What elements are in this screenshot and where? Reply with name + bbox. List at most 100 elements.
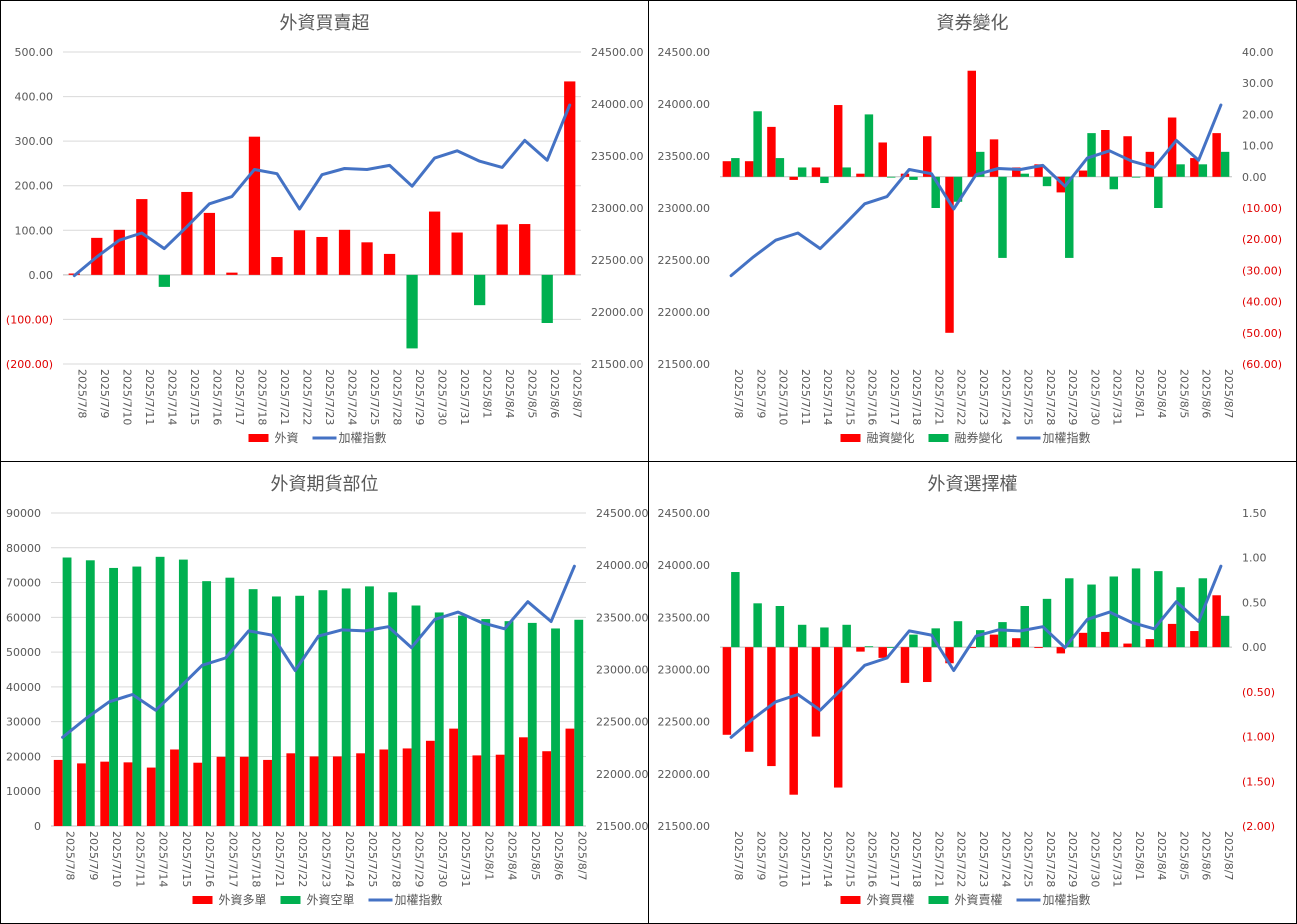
- y-right-tick-label: 21500.00: [596, 820, 648, 833]
- bar-外資賣權-2025/7/28: [1042, 598, 1052, 648]
- bar-融券變化-2025/7/14: [820, 176, 829, 184]
- chart-title: 外資買賣超: [280, 13, 370, 34]
- bar-融券變化-2025/8/4: [1154, 176, 1163, 208]
- x-tick-label: 2025/7/23: [977, 831, 990, 887]
- x-tick-label: 2025/8/5: [1177, 369, 1190, 418]
- y-left-tick-label: 24500.00: [658, 46, 711, 59]
- x-tick-label: 2025/7/30: [436, 369, 449, 425]
- bar-外資賣權-2025/8/4: [1154, 571, 1163, 648]
- bar-外資賣權-2025/7/15: [842, 624, 851, 648]
- bar-外資-2025/7/28: [383, 253, 396, 275]
- bar-外資多單-2025/7/29: [402, 748, 412, 826]
- x-tick-label: 2025/7/21: [932, 369, 945, 425]
- bar-外資買權-2025/7/11: [789, 647, 798, 795]
- bar-外資賣權-2025/8/1: [1131, 568, 1141, 648]
- bar-外資賣權-2025/7/25: [1020, 606, 1029, 648]
- bar-外資賣權-2025/7/29: [1065, 578, 1074, 648]
- bar-外資多單-2025/7/23: [309, 756, 319, 826]
- bar-外資空單-2025/7/14: [155, 556, 165, 826]
- legend-label: 融資變化: [867, 430, 915, 445]
- bar-外資賣權-2025/8/7: [1220, 615, 1230, 648]
- bar-融資變化-2025/7/8: [722, 161, 732, 177]
- y-right-tick-label: (50.00): [1242, 327, 1282, 340]
- y-right-tick-label: 24500.00: [591, 46, 644, 59]
- chart-title: 資券變化: [937, 13, 1009, 34]
- bar-外資空單-2025/7/24: [341, 588, 351, 826]
- bar-外資多單-2025/7/11: [123, 762, 133, 826]
- bar-外資空單-2025/7/22: [295, 595, 305, 826]
- bar-外資多單-2025/7/16: [193, 762, 203, 826]
- bar-外資-2025/7/21: [271, 257, 283, 275]
- legend-label: 加權指數: [395, 892, 443, 907]
- x-tick-label: 2025/7/24: [999, 831, 1012, 887]
- x-tick-label: 2025/8/4: [503, 369, 516, 418]
- x-tick-label: 2025/7/29: [413, 831, 426, 887]
- bar-融資變化-2025/7/24: [989, 139, 999, 177]
- x-tick-label: 2025/7/25: [1022, 831, 1035, 887]
- y-right-tick-label: 1.00: [1242, 552, 1267, 565]
- bar-外資空單-2025/7/15: [178, 559, 188, 826]
- y-left-tick-label: 10000: [6, 785, 41, 798]
- x-tick-label: 2025/7/10: [777, 369, 790, 425]
- bar-外資空單-2025/8/4: [504, 621, 514, 826]
- legend-label: 加權指數: [339, 430, 387, 445]
- bar-外資多單-2025/7/24: [332, 756, 342, 826]
- x-tick-label: 2025/8/1: [481, 369, 494, 418]
- bar-融資變化-2025/7/10: [767, 126, 776, 177]
- bar-外資多單-2025/7/15: [170, 749, 179, 826]
- x-tick-label: 2025/7/31: [458, 369, 471, 425]
- x-tick-label: 2025/8/5: [529, 831, 542, 880]
- x-tick-label: 2025/7/24: [343, 831, 356, 887]
- legend-label: 外資空單: [307, 893, 355, 907]
- bar-外資多單-2025/8/5: [519, 737, 528, 826]
- bar-外資空單-2025/7/17: [225, 577, 235, 826]
- bar-外資空單-2025/7/10: [109, 567, 118, 826]
- chart-title: 外資期貨部位: [271, 474, 379, 495]
- y-left-tick-label: (100.00): [6, 313, 53, 326]
- x-tick-label: 2025/7/21: [273, 831, 286, 887]
- x-tick-label: 2025/7/18: [250, 831, 263, 887]
- bar-外資賣權-2025/7/8: [731, 572, 740, 648]
- bar-融資變化-2025/8/4: [1145, 151, 1155, 177]
- bar-外資買權-2025/8/6: [1190, 631, 1199, 648]
- bar-外資多單-2025/8/1: [472, 755, 482, 826]
- bar-外資-2025/8/4: [496, 224, 508, 275]
- bar-外資多單-2025/7/25: [356, 753, 366, 826]
- bar-外資-2025/7/31: [451, 232, 463, 275]
- line-加權指數: [61, 564, 576, 739]
- x-tick-label: 2025/7/17: [888, 831, 901, 887]
- y-right-tick-label: 21500.00: [591, 358, 644, 371]
- bar-融券變化-2025/7/29: [1065, 176, 1074, 258]
- x-tick-label: 2025/8/4: [506, 831, 519, 880]
- bar-外資賣權-2025/8/5: [1176, 587, 1185, 648]
- x-tick-label: 2025/7/15: [843, 831, 856, 887]
- x-tick-label: 2025/7/14: [157, 831, 170, 887]
- bar-融券變化-2025/7/23: [976, 151, 985, 177]
- y-left-tick-label: 22500.00: [658, 254, 711, 267]
- bar-融券變化-2025/8/5: [1176, 164, 1185, 177]
- x-tick-label: 2025/7/23: [977, 369, 990, 425]
- x-tick-label: 2025/7/30: [1088, 369, 1101, 425]
- bar-外資賣權-2025/7/14: [820, 627, 829, 648]
- y-right-tick-label: (30.00): [1242, 264, 1282, 277]
- bar-融券變化-2025/7/9: [753, 111, 762, 177]
- legend-swatch: [840, 434, 861, 442]
- legend-swatch: [840, 896, 861, 904]
- bar-融資變化-2025/7/15: [833, 105, 843, 177]
- x-tick-label: 2025/7/11: [133, 831, 146, 887]
- y-right-tick-label: 20.00: [1242, 108, 1274, 121]
- y-left-tick-label: 50000: [6, 646, 41, 659]
- bar-外資空單-2025/7/23: [318, 590, 328, 826]
- x-tick-label: 2025/7/11: [143, 369, 156, 425]
- y-left-tick-label: 22000.00: [658, 768, 711, 781]
- bar-外資買權-2025/7/16: [856, 647, 865, 652]
- bar-外資買權-2025/7/17: [878, 647, 887, 658]
- x-tick-label: 2025/7/9: [754, 369, 767, 418]
- x-tick-label: 2025/7/10: [120, 369, 133, 425]
- bar-外資賣權-2025/7/16: [864, 646, 874, 648]
- bar-外資多單-2025/7/31: [449, 728, 459, 826]
- bar-外資空單-2025/8/7: [574, 619, 584, 826]
- chart-margin-change: 資券變化 24500.00 24000.00 23500.00 23000.00 2250…: [658, 13, 1283, 445]
- bar-外資空單-2025/7/21: [271, 596, 281, 826]
